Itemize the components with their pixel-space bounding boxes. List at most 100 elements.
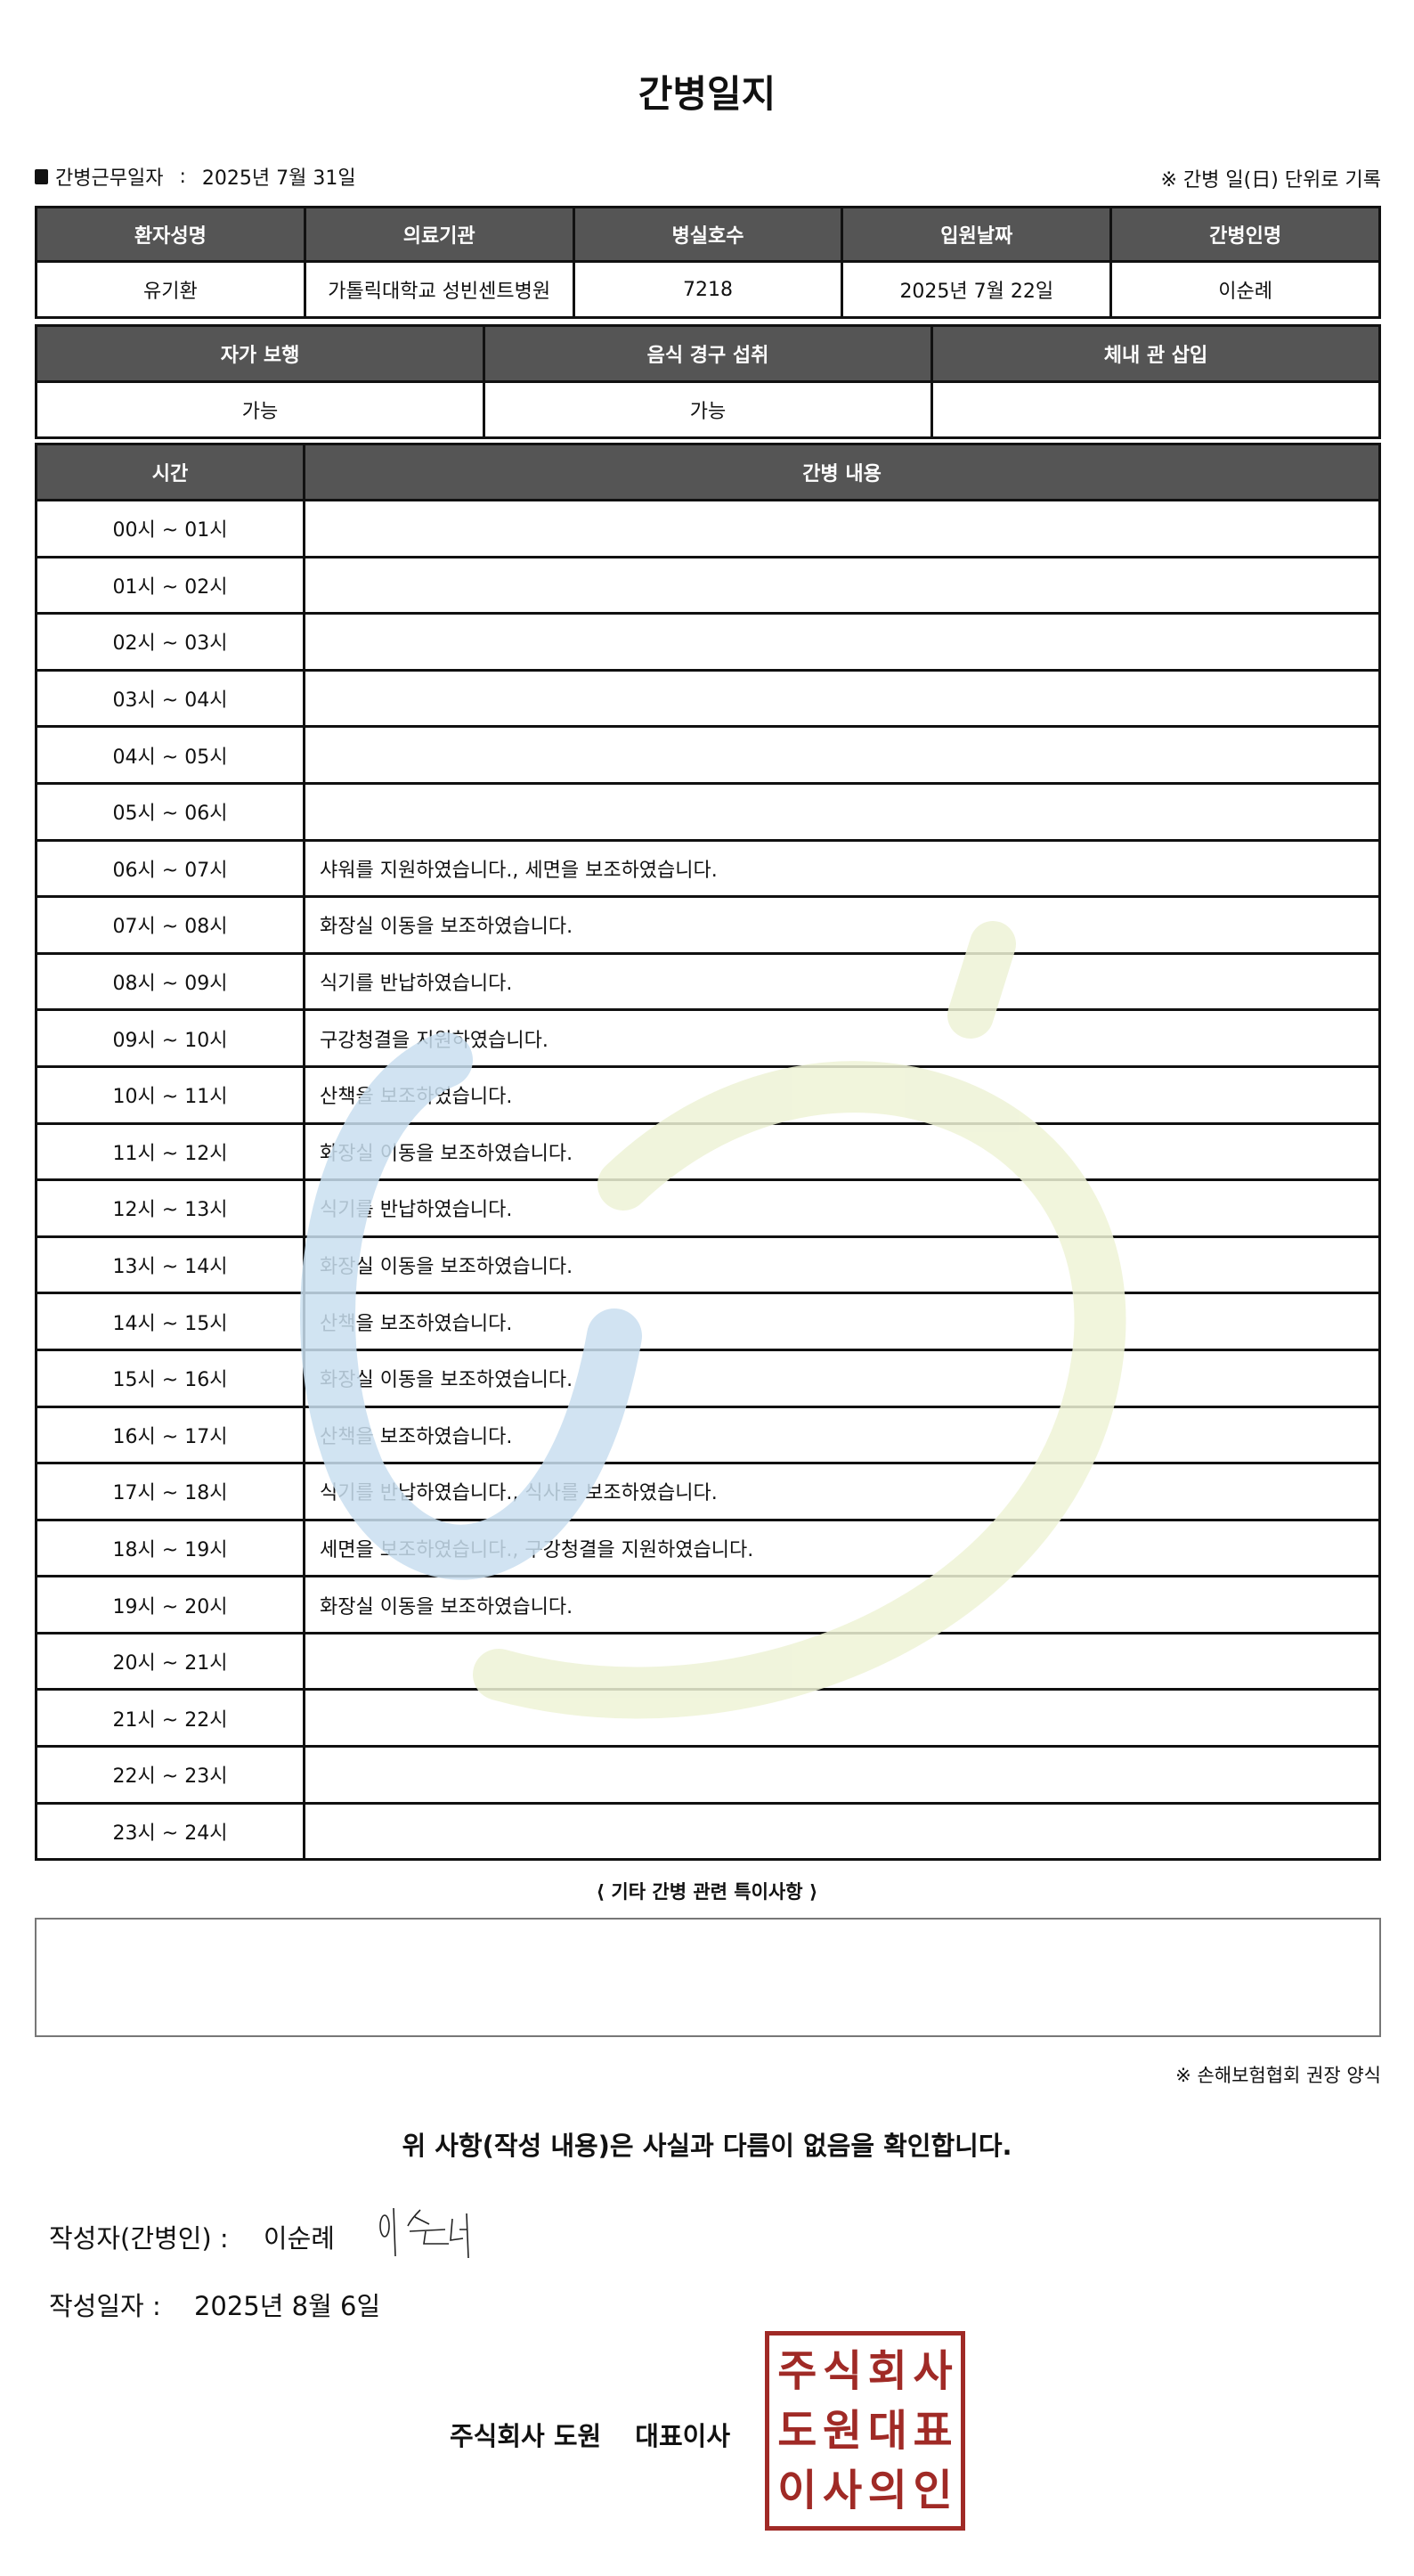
table-row: 07시 ~ 08시 화장실 이동을 보조하였습니다. (35, 895, 1381, 955)
table-row: 15시 ~ 16시 화장실 이동을 보조하였습니다. (35, 1348, 1381, 1408)
header-admission-date: 입원날짜 (841, 206, 1113, 263)
table-row: 22시 ~ 23시 (35, 1745, 1381, 1805)
care-content: 산책을 보조하였습니다. (303, 1405, 1381, 1465)
table-row: 18시 ~ 19시 세면을 보조하였습니다., 구강청결을 지원하였습니다. (35, 1518, 1381, 1578)
time-slot: 21시 ~ 22시 (35, 1688, 305, 1749)
admission-date: 2025년 7월 22일 (841, 260, 1113, 319)
special-notes-title: ⟨ 기타 간병 관련 특이사항 ⟩ (596, 1881, 818, 1903)
time-slot: 08시 ~ 09시 (35, 951, 305, 1012)
handwritten-signature (379, 2207, 469, 2258)
table-row: 20시 ~ 21시 (35, 1631, 1381, 1692)
written-date-value: 2025년 8월 6일 (193, 2291, 381, 2321)
table-row: 10시 ~ 11시 산책을 보조하였습니다. (35, 1064, 1381, 1125)
time-slot: 16시 ~ 17시 (35, 1405, 305, 1465)
header-time: 시간 (35, 443, 305, 501)
header-self-walking: 자가 보행 (35, 324, 485, 383)
time-slot: 17시 ~ 18시 (35, 1462, 305, 1521)
time-slot: 06시 ~ 07시 (35, 838, 305, 899)
header-oral-intake: 음식 경구 섭취 (483, 324, 933, 383)
duty-date-separator: : (179, 165, 186, 188)
room-number: 7218 (572, 260, 844, 319)
table-row: 11시 ~ 12시 화장실 이동을 보조하였습니다. (35, 1121, 1381, 1182)
care-content: 화장실 이동을 보조하였습니다. (303, 1235, 1381, 1295)
header-care-content: 간병 내용 (303, 443, 1381, 501)
care-content (303, 725, 1381, 785)
table-row: 06시 ~ 07시 샤워를 지원하였습니다., 세면을 보조하였습니다. (35, 838, 1381, 899)
table-row: 19시 ~ 20시 화장실 이동을 보조하였습니다. (35, 1575, 1381, 1634)
time-slot: 09시 ~ 10시 (35, 1008, 305, 1068)
care-content: 화장실 이동을 보조하였습니다. (303, 1348, 1381, 1408)
header-room: 병실호수 (572, 206, 844, 263)
time-slot: 02시 ~ 03시 (35, 612, 305, 672)
time-slot: 20시 ~ 21시 (35, 1631, 305, 1692)
care-log-table: 시간 간병 내용 00시 ~ 01시 01시 ~ 02시 02시 ~ 03시 03시 … (35, 443, 1381, 1862)
caregiver-name: 이순례 (1109, 260, 1381, 319)
table-row: 00시 ~ 01시 (35, 499, 1381, 558)
care-content: 산책을 보조하였습니다. (303, 1064, 1381, 1125)
time-slot: 11시 ~ 12시 (35, 1121, 305, 1182)
table-row: 23시 ~ 24시 (35, 1801, 1381, 1862)
time-slot: 12시 ~ 13시 (35, 1178, 305, 1238)
writer-line: 작성자(간병인) : 이순례 (49, 2218, 362, 2255)
written-date-label: 작성일자 : (49, 2291, 161, 2321)
care-content: 식기를 반납하였습니다. (303, 951, 1381, 1012)
care-content: 샤워를 지원하였습니다., 세면을 보조하였습니다. (303, 838, 1381, 899)
table-row: 17시 ~ 18시 식기를 반납하였습니다., 식사를 보조하였습니다. (35, 1462, 1381, 1521)
time-slot: 03시 ~ 04시 (35, 668, 305, 729)
time-slot: 18시 ~ 19시 (35, 1518, 305, 1578)
care-content (303, 499, 1381, 558)
care-content (303, 1801, 1381, 1862)
time-slot: 14시 ~ 15시 (35, 1292, 305, 1351)
unit-note: ※ 간병 일(日) 단위로 기록 (1160, 169, 1382, 192)
care-content (303, 781, 1381, 842)
care-content: 식기를 반납하였습니다. (303, 1178, 1381, 1238)
table-row: 08시 ~ 09시 식기를 반납하였습니다. (35, 951, 1381, 1012)
time-slot: 05시 ~ 06시 (35, 781, 305, 842)
company-name: 주식회사 도원 (450, 2421, 602, 2451)
written-date-line: 작성일자 : 2025년 8월 6일 (49, 2286, 405, 2323)
care-content: 세면을 보조하였습니다., 구강청결을 지원하였습니다. (303, 1518, 1381, 1578)
hospital: 가톨릭대학교 성빈센트병원 (303, 260, 575, 319)
stamp-character: 사 (823, 2466, 863, 2516)
table-row: 02시 ~ 03시 (35, 612, 1381, 672)
header-tube-insertion: 체내 관 삽입 (930, 324, 1381, 383)
care-content: 구강청결을 지원하였습니다. (303, 1008, 1381, 1068)
time-slot: 00시 ~ 01시 (35, 499, 305, 558)
care-content (303, 1631, 1381, 1692)
stamp-character: 이 (777, 2466, 817, 2516)
writer-label: 작성자(간병인) : (49, 2223, 229, 2254)
table-row: 14시 ~ 15시 산책을 보조하였습니다. (35, 1292, 1381, 1351)
table-row: 05시 ~ 06시 (35, 781, 1381, 842)
company-signoff: 주식회사 도원 대표이사 (450, 2416, 730, 2453)
self-walking: 가능 (35, 380, 485, 439)
table-row: 03시 ~ 04시 (35, 668, 1381, 729)
duty-date-value: 2025년 7월 31일 (201, 167, 356, 190)
care-content: 산책을 보조하였습니다. (303, 1292, 1381, 1351)
care-content (303, 612, 1381, 672)
header-patient-name: 환자성명 (35, 206, 306, 263)
oral-intake: 가능 (483, 380, 933, 439)
stamp-character: 회 (867, 2345, 907, 2396)
time-slot: 15시 ~ 16시 (35, 1348, 305, 1408)
time-slot: 22시 ~ 23시 (35, 1745, 305, 1805)
care-content: 화장실 이동을 보조하였습니다. (303, 1575, 1381, 1634)
special-notes-box (35, 1918, 1381, 2037)
time-slot: 04시 ~ 05시 (35, 725, 305, 785)
patient-status-table: 자가 보행 음식 경구 섭취 체내 관 삽입 가능 가능 (35, 324, 1381, 439)
page-title: 간병일지 (638, 72, 776, 116)
care-content (303, 1745, 1381, 1805)
table-row: 04시 ~ 05시 (35, 725, 1381, 785)
header-hospital: 의료기관 (303, 206, 575, 263)
form-note: ※ 손해보험협회 권장 양식 (1175, 2065, 1381, 2086)
writer-name: 이순례 (263, 2223, 335, 2254)
patient-name: 유기환 (35, 260, 306, 319)
time-slot: 01시 ~ 02시 (35, 555, 305, 615)
table-row: 21시 ~ 22시 (35, 1688, 1381, 1749)
stamp-character: 도 (777, 2405, 817, 2456)
tube-insertion (930, 380, 1381, 439)
stamp-character: 식 (823, 2345, 863, 2396)
table-row: 13시 ~ 14시 화장실 이동을 보조하였습니다. (35, 1235, 1381, 1295)
stamp-character: 대 (867, 2405, 907, 2456)
duty-date-label: 간병근무일자 (55, 167, 164, 190)
